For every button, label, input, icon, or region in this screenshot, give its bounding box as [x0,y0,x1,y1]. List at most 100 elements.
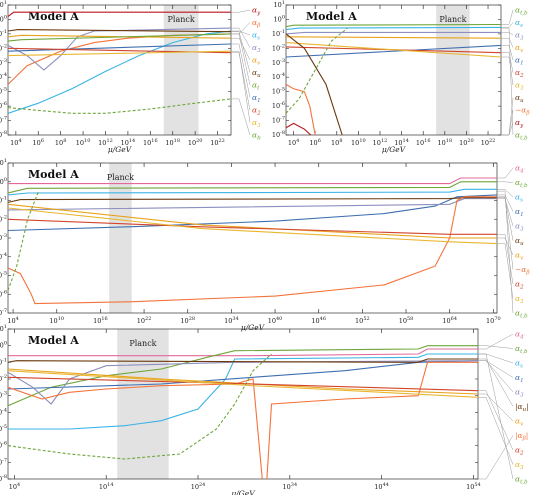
x-tick-label: 1028 [180,316,195,325]
x-tick-label: 104 [288,138,299,147]
legend-entry: αs [515,193,523,204]
legend-entry: αu [515,93,524,104]
y-tick-label: 101 [274,0,285,9]
y-tick-label: 10-7 [0,457,7,466]
legend-leader [231,43,251,98]
y-tick-label: 10-2 [0,43,7,52]
series-line [8,197,497,203]
legend-leader [231,27,251,48]
y-tick-label: 10-4 [0,72,7,81]
series-line [286,122,312,135]
x-axis-label: μ/GeV [108,145,133,154]
planck-band [109,163,132,313]
y-tick-label: 10-5 [0,271,7,280]
legend-leader [231,31,251,73]
legend-entry: α3 [515,31,524,42]
y-tick-label: 10-3 [0,58,7,67]
legend-leader [501,97,514,136]
panel-2: Planck 101 100 10-1 10-2 10-3 10-4 10-5 10-6 10-7… [272,0,530,154]
y-tick-label: 101 [0,324,7,333]
series-line [8,376,478,392]
x-tick-label: 1012 [98,138,113,147]
y-tick-label: 10-7 [272,116,285,125]
panel-1: Planck 101 100 10-1 10-2 10-3 10-4 10-5 10-6 10-7… [0,0,261,154]
legend-leader [501,45,514,61]
legend-leader [478,333,514,350]
chart-title: Model A [306,10,357,23]
series-line [266,361,478,479]
series-line [8,43,231,52]
y-tick-label: 10-1 [272,29,285,38]
legend-entry: αβ [252,18,260,29]
y-tick-label: 10-2 [0,214,7,223]
series-line [8,190,40,291]
series-line [8,378,263,479]
legend-entry: αu [252,68,261,79]
series-line [8,34,231,39]
legend-leader [231,37,251,61]
legend-leader [501,52,514,73]
series-line [286,33,343,135]
legend-entry: αv [515,43,524,54]
x-tick-label: 108 [331,138,342,147]
series-line [8,353,272,460]
legend-leader [497,198,514,227]
planck-label: Planck [107,173,134,182]
series-line [8,177,497,185]
y-tick-label: 10-4 [0,252,7,261]
legend-entry: |αβ| [515,431,528,442]
x-tick-label: 1018 [437,138,452,147]
planck-band [117,329,169,479]
x-tick-label: 1046 [311,316,326,325]
legend-leader [497,237,514,256]
x-tick-label: 104 [10,138,21,147]
y-tick-label: 10-5 [272,87,285,96]
y-tick-label: 10-6 [272,101,285,110]
legend-leader [231,9,251,13]
legend-entry: α1 [515,56,524,67]
y-tick-label: 10-1 [0,357,7,366]
legend-entry: |αu| [515,402,529,413]
y-tick-label: 10-7 [0,308,7,317]
legend-entry: αs [515,18,523,29]
series-line [8,218,497,235]
legend-leader [478,360,514,378]
x-tick-label: 1018 [165,138,180,147]
legend-leader [478,360,514,393]
y-tick-label: 101 [0,0,7,9]
series-line [8,194,497,232]
planck-band [163,5,199,135]
planck-label: Planck [439,15,466,24]
y-tick-label: 10-8 [272,130,285,139]
x-tick-label: 1022 [137,316,152,325]
legend-leader [478,435,514,480]
y-tick-label: 10-8 [0,474,7,483]
chart-title: Model A [28,168,79,181]
x-tick-label: 1016 [143,138,158,147]
x-tick-label: 1064 [442,316,457,325]
legend-entry: αt,b [515,178,528,189]
series-line [8,196,497,305]
planck-label: Planck [129,339,156,348]
legend-entry: αt,b [515,131,528,142]
legend-entry: α4′ [515,164,526,175]
x-axis-label: μ/GeV [382,145,407,154]
series-line [8,348,478,357]
x-tick-label: 104 [7,316,18,325]
legend-entry: αt,b [515,309,528,320]
series-line [286,83,316,135]
legend-entry: α2 [515,68,524,79]
x-tick-label: 1058 [399,316,414,325]
y-tick-label: 100 [0,14,7,23]
x-tick-label: 104 [9,482,20,491]
legend-entry: αv [515,251,524,262]
legend-entry: αb [252,131,261,142]
y-tick-label: 10-6 [0,441,7,450]
x-tick-label: 1022 [210,138,225,147]
legend-entry: −αβ [515,265,530,276]
x-tick-label: 1052 [355,316,370,325]
x-tick-label: 106 [33,138,44,147]
y-tick-label: 100 [274,14,285,23]
x-axis-label: μ/GeV [231,489,256,495]
x-tick-label: 1020 [459,138,474,147]
